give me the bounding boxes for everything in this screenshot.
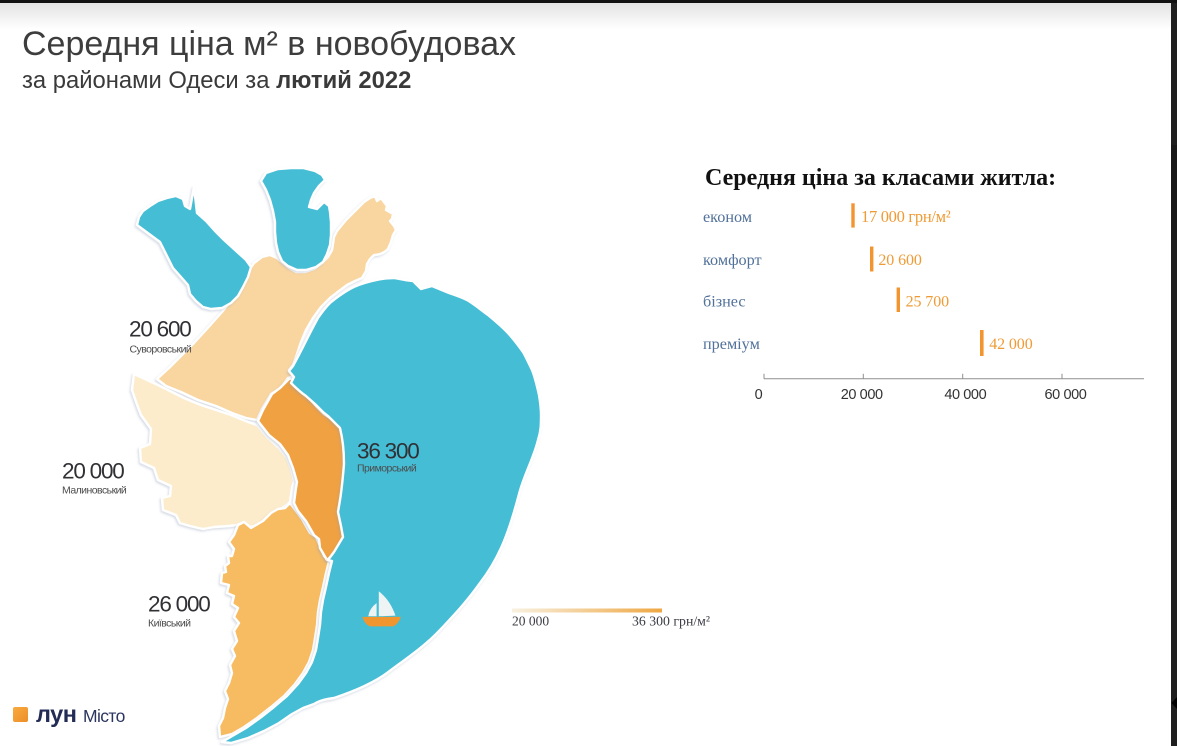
svg-text:за районами Одеси за лютий 202: за районами Одеси за лютий 2022 bbox=[22, 67, 411, 94]
svg-text:Приморський: Приморський bbox=[357, 463, 417, 475]
svg-text:40 000: 40 000 bbox=[944, 387, 986, 403]
svg-text:бізнес: бізнес bbox=[703, 292, 746, 310]
svg-text:лун: лун bbox=[36, 701, 76, 727]
svg-text:Місто: Місто bbox=[83, 706, 125, 726]
svg-text:20 000: 20 000 bbox=[841, 387, 883, 403]
svg-text:20 000: 20 000 bbox=[62, 459, 124, 484]
svg-text:36 300: 36 300 bbox=[357, 439, 419, 464]
svg-text:Середня ціна за класами житла:: Середня ціна за класами житла: bbox=[705, 165, 1056, 191]
svg-text:20 600: 20 600 bbox=[129, 317, 191, 342]
svg-text:20 000: 20 000 bbox=[512, 614, 549, 629]
svg-text:25 700: 25 700 bbox=[906, 293, 950, 310]
svg-text:17 000 грн/м²: 17 000 грн/м² bbox=[861, 207, 951, 226]
svg-text:60 000: 60 000 bbox=[1045, 387, 1087, 403]
svg-text:36 300 грн/м²: 36 300 грн/м² bbox=[632, 614, 710, 629]
svg-text:Київський: Київський bbox=[148, 618, 191, 630]
svg-text:26 000: 26 000 bbox=[148, 592, 210, 617]
svg-text:комфорт: комфорт bbox=[703, 251, 762, 269]
svg-text:20 600: 20 600 bbox=[878, 252, 922, 269]
svg-text:преміум: преміум bbox=[703, 335, 760, 353]
svg-text:Малиновський: Малиновський bbox=[62, 485, 127, 497]
svg-text:Суворовський: Суворовський bbox=[130, 344, 192, 356]
svg-text:42 000: 42 000 bbox=[989, 336, 1033, 353]
svg-text:економ: економ bbox=[703, 208, 752, 226]
svg-text:Середня ціна м² в новобудовах: Середня ціна м² в новобудовах bbox=[22, 25, 516, 63]
svg-text:0: 0 bbox=[755, 387, 763, 403]
